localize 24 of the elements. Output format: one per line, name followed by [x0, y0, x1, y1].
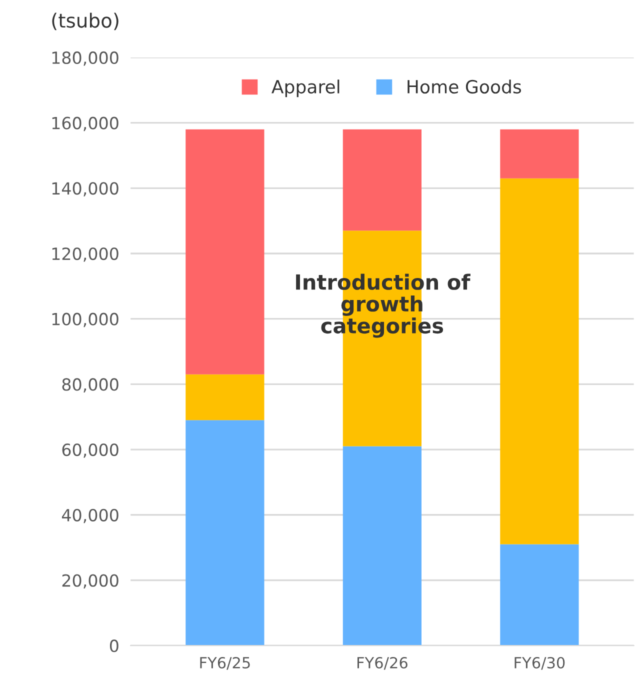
y-tick-label: 120,000 — [52, 247, 118, 262]
y-tick-label: 60,000 — [62, 444, 118, 458]
y-tick-label: 140,000 — [52, 182, 118, 196]
legend-label: Home Goods — [408, 80, 522, 94]
y-tick-label: 20,000 — [62, 574, 118, 589]
y-tick-label: 0 — [110, 640, 118, 652]
y-tick-label: 40,000 — [62, 508, 118, 524]
bar — [342, 446, 422, 646]
x-tick-label: FY6/25 — [200, 656, 250, 670]
y-tick-label: 160,000 — [52, 116, 118, 132]
bar — [342, 129, 422, 231]
y-tick-label: 100,000 — [52, 312, 118, 328]
bar — [186, 420, 264, 646]
x-tick-label: FY6/30 — [514, 656, 565, 670]
bar — [500, 129, 579, 178]
y-axis-title: (tsubo) — [52, 12, 118, 30]
bar — [186, 374, 264, 420]
bar — [186, 129, 264, 374]
x-tick-label: FY6/26 — [357, 656, 408, 670]
bar — [500, 178, 579, 544]
legend-label: Apparel — [272, 80, 340, 98]
bar — [500, 544, 579, 646]
y-tick-label: 180,000 — [52, 51, 118, 66]
y-tick-label: 80,000 — [62, 378, 118, 392]
